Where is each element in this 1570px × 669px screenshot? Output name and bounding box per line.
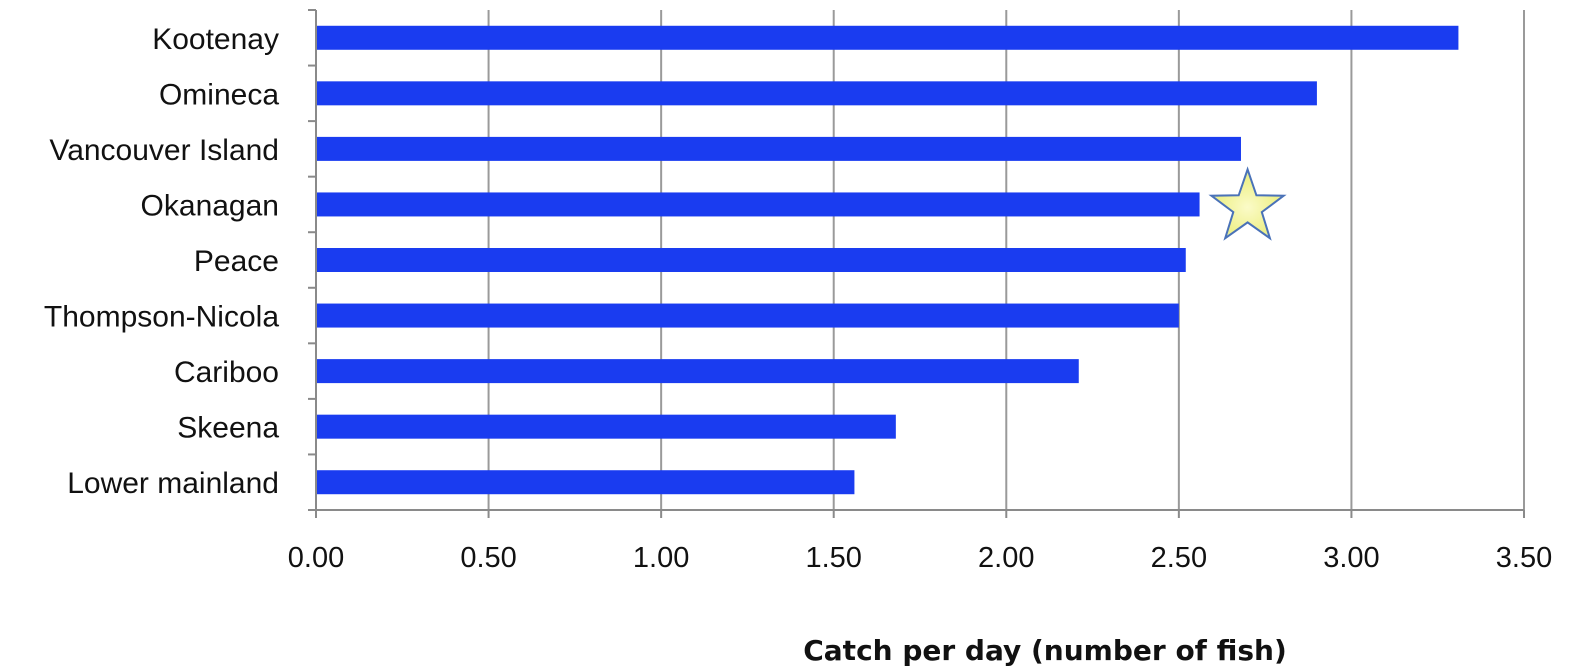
category-label: Lower mainland bbox=[67, 467, 279, 500]
x-tick-label: 3.00 bbox=[1323, 542, 1379, 574]
x-axis-title: Catch per day (number of fish) bbox=[803, 634, 1287, 667]
category-label: Kootenay bbox=[152, 23, 279, 56]
bar bbox=[316, 248, 1186, 272]
tick-labels: 0.00 0.50 1.00 1.50 2.00 2.50 3.00 3.50 bbox=[288, 542, 1552, 574]
category-label: Omineca bbox=[159, 78, 279, 111]
bar bbox=[316, 25, 1459, 50]
bar bbox=[316, 414, 896, 439]
axes bbox=[308, 9, 1525, 518]
category-label: Thompson-Nicola bbox=[44, 301, 279, 334]
x-tick-label: 0.50 bbox=[460, 542, 516, 574]
bar bbox=[316, 359, 1079, 384]
category-label: Cariboo bbox=[174, 356, 279, 389]
x-tick-label: 1.50 bbox=[805, 542, 861, 574]
category-label: Okanagan bbox=[141, 189, 279, 222]
category-label: Peace bbox=[194, 245, 279, 278]
x-tick-label: 3.50 bbox=[1496, 542, 1552, 574]
x-tick-label: 2.00 bbox=[978, 542, 1034, 574]
category-label: Vancouver Island bbox=[49, 134, 279, 167]
x-tick-label: 1.00 bbox=[633, 542, 689, 574]
category-label: Skeena bbox=[177, 412, 279, 445]
bar bbox=[316, 136, 1241, 161]
bar bbox=[316, 81, 1317, 106]
x-tick-label: 2.50 bbox=[1151, 542, 1207, 574]
bar bbox=[316, 470, 855, 495]
category-labels: Kootenay Omineca Vancouver Island Okanagan P… bbox=[44, 23, 279, 500]
bars bbox=[316, 25, 1459, 495]
bar bbox=[316, 303, 1179, 328]
bar bbox=[316, 192, 1200, 217]
star-icon bbox=[1208, 166, 1287, 241]
x-tick-label: 0.00 bbox=[288, 542, 344, 574]
